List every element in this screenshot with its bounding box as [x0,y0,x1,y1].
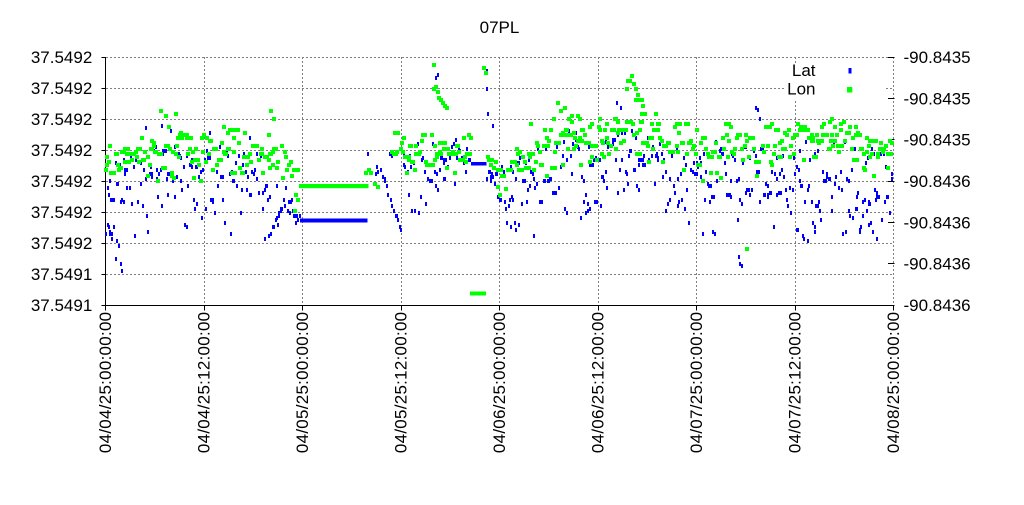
svg-text:37.5492: 37.5492 [31,234,92,253]
svg-text:04/04/25:12:00:00: 04/04/25:12:00:00 [195,312,214,454]
svg-text:-90.8436: -90.8436 [904,296,971,315]
svg-text:04/04/25:00:00:00: 04/04/25:00:00:00 [96,312,115,454]
svg-text:37.5492: 37.5492 [31,48,92,67]
svg-text:04/07/25:12:00:00: 04/07/25:12:00:00 [786,312,805,454]
svg-text:-90.8436: -90.8436 [904,172,971,191]
svg-text:04/06/25:12:00:00: 04/06/25:12:00:00 [589,312,608,454]
svg-text:-90.8435: -90.8435 [904,131,971,150]
svg-text:04/05/25:00:00:00: 04/05/25:00:00:00 [293,312,312,454]
svg-text:07PL: 07PL [480,18,520,37]
svg-text:37.5492: 37.5492 [31,79,92,98]
svg-text:37.5492: 37.5492 [31,141,92,160]
svg-text:37.5492: 37.5492 [31,110,92,129]
svg-text:37.5492: 37.5492 [31,203,92,222]
svg-text:37.5491: 37.5491 [31,296,92,315]
svg-text:-90.8436: -90.8436 [904,213,971,232]
svg-text:04/07/25:00:00:00: 04/07/25:00:00:00 [687,312,706,454]
svg-text:04/08/25:00:00:00: 04/08/25:00:00:00 [884,312,903,454]
svg-text:-90.8435: -90.8435 [904,48,971,67]
svg-text:37.5492: 37.5492 [31,172,92,191]
svg-text:Lon: Lon [787,80,815,99]
svg-text:Lat: Lat [792,61,816,80]
svg-text:37.5491: 37.5491 [31,265,92,284]
svg-text:04/06/25:00:00:00: 04/06/25:00:00:00 [490,312,509,454]
svg-text:04/05/25:12:00:00: 04/05/25:12:00:00 [392,312,411,454]
svg-text:-90.8435: -90.8435 [904,89,971,108]
svg-text:-90.8436: -90.8436 [904,255,971,274]
